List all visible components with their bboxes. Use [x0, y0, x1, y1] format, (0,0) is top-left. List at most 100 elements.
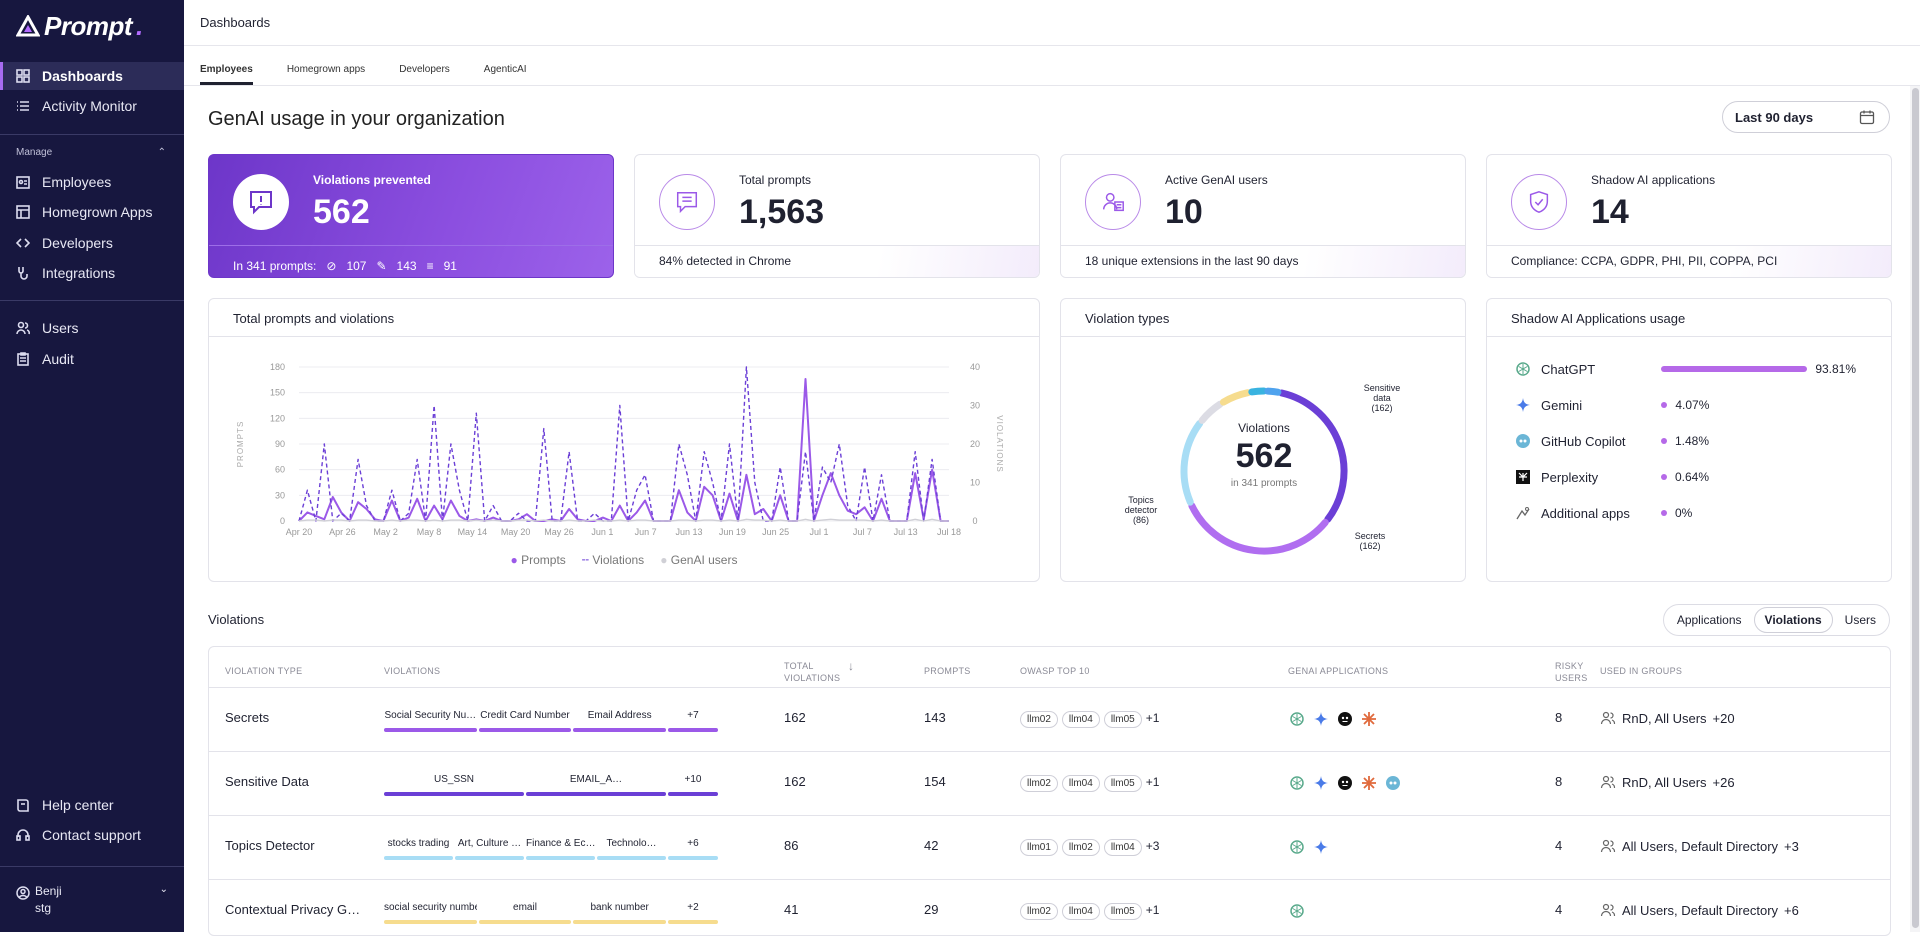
- owasp-more: +1: [1145, 711, 1160, 725]
- tab-bar: Employees Homegrown apps Developers Agen…: [184, 46, 1920, 86]
- brand-logo[interactable]: Prompt.: [16, 10, 143, 42]
- manage-section-toggle[interactable]: Manage ⌃: [16, 147, 166, 158]
- legend-prompts[interactable]: ● Prompts: [510, 553, 566, 567]
- genai-apps-cell[interactable]: [1288, 710, 1378, 728]
- col-prompts[interactable]: PROMPTS: [924, 666, 971, 676]
- user-menu[interactable]: Benji stg ⌄: [16, 884, 168, 918]
- violation-tag: EMAIL_A…: [569, 774, 623, 785]
- copilot-icon: [1515, 433, 1531, 449]
- col-violations[interactable]: VIOLATIONS: [384, 666, 441, 676]
- perplexity-icon: [1515, 469, 1531, 485]
- shadow-app-row[interactable]: ChatGPT 93.81%: [1515, 359, 1885, 379]
- shadow-app-pct: 93.81%: [1815, 362, 1857, 376]
- sidebar-item-dashboards[interactable]: Dashboards: [0, 62, 184, 90]
- col-total-violations[interactable]: TOTAL VIOLATIONS ↓: [784, 660, 854, 684]
- owasp-pill: llm02: [1020, 775, 1058, 792]
- sidebar-item-activity-monitor[interactable]: Activity Monitor: [0, 92, 184, 120]
- total-violations-cell: 41: [784, 902, 799, 917]
- groups-cell[interactable]: All Users, Default Directory +3: [1600, 838, 1799, 854]
- col-used-in-groups[interactable]: USED IN GROUPS: [1600, 666, 1683, 676]
- gemini-icon: [1515, 397, 1531, 413]
- sidebar-item-label: Homegrown Apps: [42, 204, 153, 220]
- legend-genai-users[interactable]: ● GenAI users: [660, 553, 738, 567]
- col-risky-users[interactable]: RISKY USERS: [1555, 661, 1588, 683]
- date-range-picker[interactable]: Last 90 days: [1722, 101, 1890, 133]
- shadow-ai-card[interactable]: Shadow AI applications 14 Compliance: CC…: [1486, 154, 1892, 278]
- groups-cell[interactable]: All Users, Default Directory +6: [1600, 902, 1799, 918]
- help-center-link[interactable]: Help center: [0, 791, 184, 819]
- y2-tick-label: 40: [970, 362, 980, 372]
- shadow-app-row[interactable]: Perplexity 0.64%: [1515, 467, 1885, 487]
- tab-developers[interactable]: Developers: [399, 64, 450, 75]
- x-tick-label: May 14: [458, 527, 488, 537]
- toggle-violations[interactable]: Violations: [1753, 607, 1833, 633]
- violation-tag: US_SSN: [433, 774, 474, 785]
- legend-violations[interactable]: ╌ Violations: [581, 553, 645, 567]
- claude-icon: [1360, 774, 1378, 792]
- sidebar-item-employees[interactable]: Employees: [0, 168, 184, 196]
- sidebar-item-developers[interactable]: Developers: [0, 229, 184, 257]
- total-prompts-card[interactable]: Total prompts 1,563 84% detected in Chro…: [634, 154, 1040, 278]
- sidebar-item-audit[interactable]: Audit: [0, 345, 184, 373]
- groups-text: RnD, All Users: [1622, 710, 1707, 726]
- table-row[interactable]: Secrets Social Security Nu… Credit Card Nu…: [209, 687, 1890, 751]
- violation-tag: stocks trading: [387, 838, 450, 849]
- toggle-users[interactable]: Users: [1844, 613, 1876, 627]
- line-chart: 0 30 60 90 120 150 180 0 10 20 30 40 PROMPTS VIOLATIO…: [236, 362, 1004, 537]
- shadow-app-row[interactable]: Additional apps 0%: [1515, 503, 1885, 523]
- sidebar-item-label: Developers: [42, 235, 113, 251]
- shadow-app-bar: [1661, 366, 1808, 372]
- legend-label: GenAI users: [670, 553, 738, 567]
- owasp-cell[interactable]: llm01 llm02 llm04 +3: [1020, 838, 1159, 856]
- shadow-app-row[interactable]: GitHub Copilot 1.48%: [1515, 431, 1885, 451]
- tab-homegrown-apps[interactable]: Homegrown apps: [286, 64, 366, 75]
- toggle-applications[interactable]: Applications: [1676, 613, 1742, 627]
- scrollbar-thumb[interactable]: [1912, 88, 1919, 928]
- violation-tags[interactable]: US_SSN EMAIL_A… +10: [384, 774, 720, 796]
- owasp-pill: llm04: [1103, 839, 1142, 856]
- violation-tags[interactable]: stocks trading Art, Culture … Finance & Ec…: [384, 838, 720, 860]
- sidebar-item-integrations[interactable]: Integrations: [0, 259, 184, 287]
- violation-tag: bank number: [590, 902, 649, 913]
- col-genai-apps[interactable]: GENAI APPLICATIONS: [1288, 666, 1389, 676]
- table-row[interactable]: Sensitive Data US_SSN EMAIL_A… +10 162 154 llm…: [209, 751, 1890, 815]
- genai-apps-cell[interactable]: [1288, 838, 1330, 856]
- users-icon: [1600, 775, 1616, 789]
- violation-tags[interactable]: Social Security Nu… Credit Card Number Ema…: [384, 710, 720, 732]
- owasp-cell[interactable]: llm02 llm04 llm05 +1: [1020, 774, 1159, 792]
- col-owasp[interactable]: OWASP TOP 10: [1020, 666, 1090, 676]
- users-icon: [16, 321, 30, 335]
- sidebar-item-users[interactable]: Users: [0, 314, 184, 342]
- active-users-card[interactable]: Active GenAI users 10 18 unique extensio…: [1060, 154, 1466, 278]
- prompts-cell: 42: [924, 838, 939, 853]
- owasp-cell[interactable]: llm02 llm04 llm05 +1: [1020, 902, 1159, 920]
- table-row[interactable]: Topics Detector stocks trading Art, Cultur…: [209, 815, 1890, 879]
- genai-apps-cell[interactable]: [1288, 902, 1306, 920]
- claude-icon: [1360, 710, 1378, 728]
- shadow-app-bar: [1661, 474, 1667, 480]
- violations-prevented-card[interactable]: Violations prevented 562 In 341 prompts:…: [208, 154, 614, 278]
- x-tick-label: May 20: [501, 527, 531, 537]
- groups-cell[interactable]: RnD, All Users +26: [1600, 774, 1735, 790]
- sidebar-item-homegrown-apps[interactable]: Homegrown Apps: [0, 198, 184, 226]
- col-violation-type[interactable]: VIOLATION TYPE: [225, 666, 303, 676]
- violation-tag-bar: [526, 856, 595, 860]
- violation-tag: email: [513, 902, 537, 913]
- violation-tags[interactable]: social security number email bank number +2: [384, 902, 720, 924]
- table-row[interactable]: Contextual Privacy G… social security num…: [209, 879, 1890, 935]
- genai-apps-cell[interactable]: [1288, 774, 1402, 792]
- shadow-app-row[interactable]: Gemini 4.07%: [1515, 395, 1885, 415]
- contact-support-link[interactable]: Contact support: [0, 821, 184, 849]
- tab-employees[interactable]: Employees: [200, 64, 253, 85]
- violation-tag: Technolo…: [606, 838, 657, 849]
- edited-count: 143: [396, 258, 417, 273]
- tab-agenticai[interactable]: AgenticAI: [483, 64, 527, 75]
- groups-more: +20: [1712, 710, 1735, 726]
- shadow-app-bar: [1661, 438, 1667, 444]
- violations-foot-prefix: In 341 prompts:: [233, 258, 317, 273]
- groups-cell[interactable]: RnD, All Users +20: [1600, 710, 1735, 726]
- chart-card-title: Total prompts and violations: [209, 299, 1039, 337]
- active-users-footer: 18 unique extensions in the last 90 days: [1061, 245, 1465, 277]
- violations-prevented-label: Violations prevented: [313, 173, 431, 187]
- owasp-cell[interactable]: llm02 llm04 llm05 +1: [1020, 710, 1159, 728]
